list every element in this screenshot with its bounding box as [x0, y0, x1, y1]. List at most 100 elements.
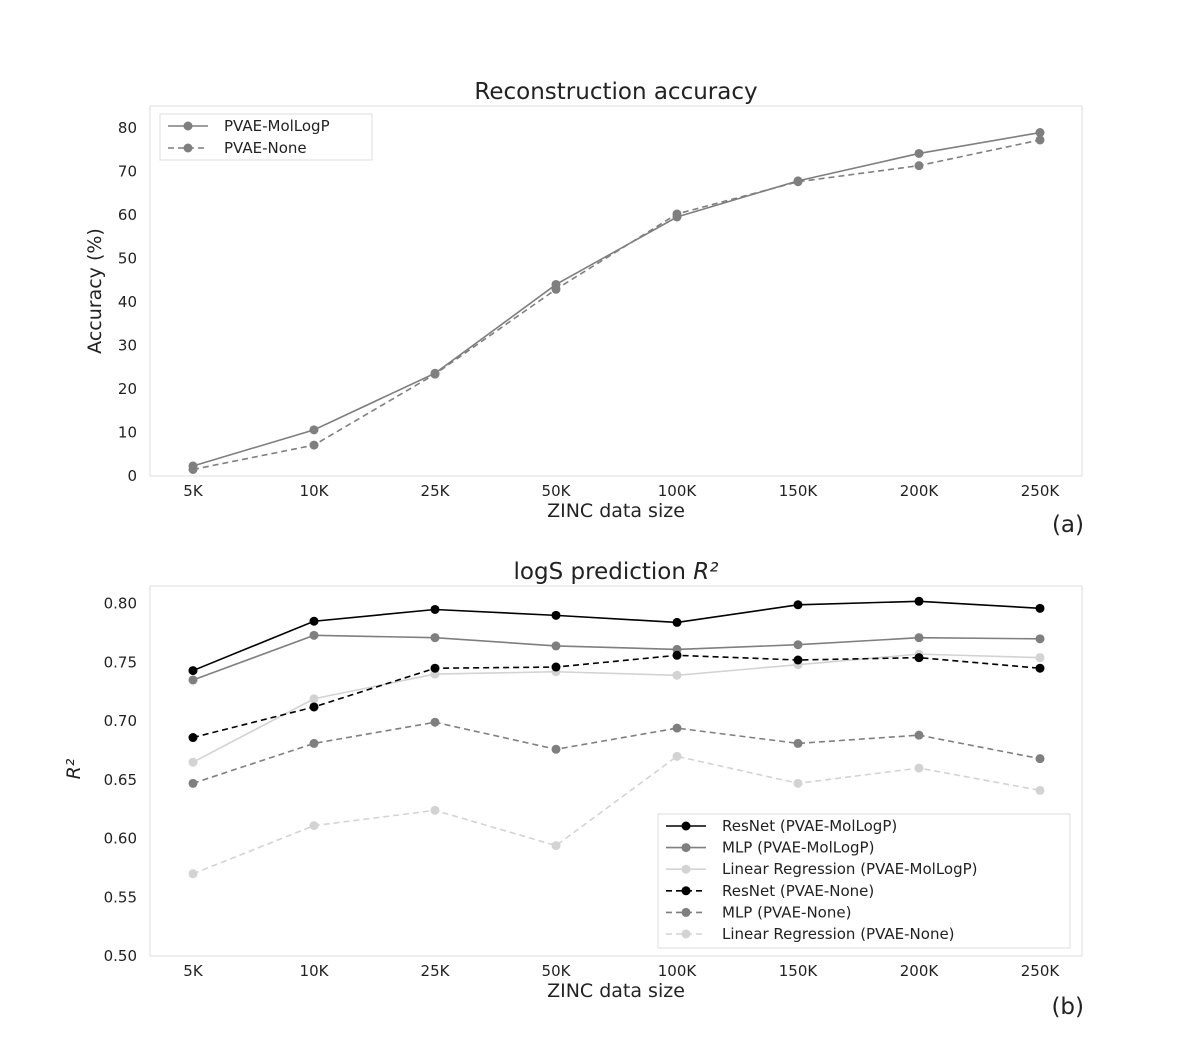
data-point — [914, 633, 924, 643]
series-a — [188, 128, 1045, 474]
x-tick-label: 250K — [1021, 962, 1061, 980]
series-line — [192, 755, 1041, 875]
series-line — [192, 634, 1041, 681]
panel-a: Reconstruction accuracy ZINC data size A… — [84, 79, 1084, 538]
x-tick-label: 200K — [900, 962, 940, 980]
x-tick-label: 250K — [1021, 482, 1061, 500]
data-point — [309, 738, 319, 748]
data-point — [793, 600, 803, 610]
series-group — [188, 630, 1045, 685]
data-point — [309, 616, 319, 626]
data-point — [1035, 653, 1045, 663]
y-tick-label: 20 — [118, 380, 137, 398]
data-point — [914, 653, 924, 663]
x-tick-label: 25K — [421, 482, 451, 500]
data-point — [430, 633, 440, 643]
legend-label: ResNet (PVAE-None) — [722, 882, 874, 900]
x-axis-label-b: ZINC data size — [547, 980, 685, 1002]
legend-label: Linear Regression (PVAE-MolLogP) — [722, 860, 978, 878]
x-tick-label: 50K — [542, 482, 572, 500]
legend-marker — [183, 143, 193, 153]
chart-title-b: logS prediction R² — [514, 559, 719, 585]
data-point — [672, 617, 682, 627]
data-point — [188, 757, 198, 767]
x-tick-label: 5K — [183, 482, 204, 500]
data-point — [309, 425, 319, 435]
legend-marker — [681, 843, 691, 853]
data-point — [914, 763, 924, 773]
legend-box-b — [657, 813, 1071, 949]
data-point — [672, 670, 682, 680]
series-group — [188, 650, 1045, 743]
data-point — [914, 148, 924, 158]
x-ticks-b: 5K 10K 25K 50K 100K 150K 200K 250K — [183, 962, 1060, 980]
data-point — [793, 738, 803, 748]
y-tick-label: 0.75 — [104, 653, 137, 671]
x-tick-label: 5K — [183, 962, 204, 980]
panel-b: logS prediction R² ZINC data size R² (b)… — [63, 559, 1084, 1020]
legend-label: MLP (PVAE-MolLogP) — [722, 839, 874, 857]
data-point — [551, 284, 561, 294]
data-point — [793, 778, 803, 788]
series-group — [188, 751, 1045, 879]
chart-title-b-r2: R² — [693, 559, 718, 585]
series-line — [192, 139, 1041, 471]
data-point — [672, 751, 682, 761]
x-tick-label: 200K — [900, 482, 940, 500]
legend-label: PVAE-None — [224, 139, 307, 157]
legend-a: PVAE-MolLogP PVAE-None — [159, 113, 373, 161]
series-group — [188, 135, 1045, 474]
data-point — [793, 177, 803, 187]
data-point — [1035, 785, 1045, 795]
data-point — [1035, 663, 1045, 673]
legend-marker — [681, 864, 691, 874]
y-tick-label: 0.65 — [104, 771, 137, 789]
data-point — [914, 161, 924, 171]
data-point — [672, 209, 682, 219]
legend-marker — [681, 821, 691, 831]
chart-title-b-text: logS prediction — [514, 559, 694, 585]
data-point — [188, 778, 198, 788]
data-point — [188, 666, 198, 676]
data-point — [672, 650, 682, 660]
plot-frame-b — [149, 585, 1083, 957]
data-point — [551, 744, 561, 754]
y-tick-label: 0.50 — [104, 947, 137, 965]
x-tick-label: 100K — [658, 962, 698, 980]
chart-title-a: Reconstruction accuracy — [474, 79, 757, 105]
data-point — [430, 663, 440, 673]
plot-frame-a — [149, 105, 1083, 477]
data-point — [309, 702, 319, 712]
y-tick-label: 0.80 — [104, 595, 137, 613]
legend-marker — [681, 907, 691, 917]
legend-label: MLP (PVAE-None) — [722, 903, 851, 921]
data-point — [1035, 754, 1045, 764]
y-tick-label: 0.70 — [104, 712, 137, 730]
data-point — [1035, 135, 1045, 145]
legend-label: Linear Regression (PVAE-None) — [722, 925, 955, 943]
y-axis-label-a: Accuracy (%) — [84, 228, 106, 354]
panel-label-b: (b) — [1051, 994, 1084, 1020]
data-point — [309, 821, 319, 831]
series-line — [192, 721, 1041, 785]
panel-label-a: (a) — [1052, 512, 1084, 538]
series-line — [192, 131, 1041, 467]
data-point — [1035, 128, 1045, 138]
legend-marker — [183, 121, 193, 131]
x-tick-label: 100K — [658, 482, 698, 500]
data-point — [1035, 603, 1045, 613]
data-point — [430, 604, 440, 614]
y-tick-label: 70 — [118, 162, 137, 180]
legend-b: ResNet (PVAE-MolLogP) MLP (PVAE-MolLogP) L… — [657, 813, 1071, 949]
y-tick-label: 0.60 — [104, 830, 137, 848]
y-tick-label: 10 — [118, 423, 137, 441]
legend-label: PVAE-MolLogP — [224, 117, 330, 135]
y-tick-label: 40 — [118, 293, 137, 311]
y-tick-label: 80 — [118, 119, 137, 137]
legend-entries-a: PVAE-MolLogP PVAE-None — [168, 117, 330, 157]
data-point — [430, 717, 440, 727]
data-point — [672, 723, 682, 733]
data-point — [309, 694, 319, 704]
y-axis-label-b: R² — [63, 758, 85, 779]
data-point — [188, 675, 198, 685]
